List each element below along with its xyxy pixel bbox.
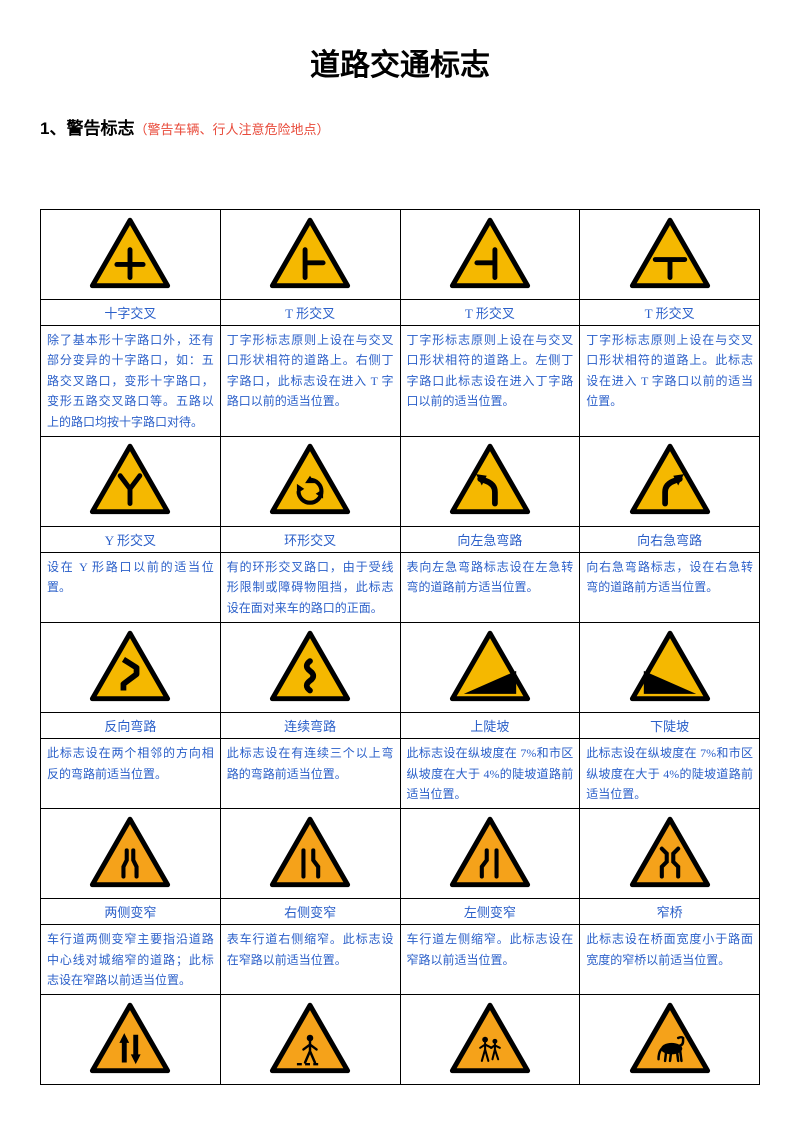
- sign-icon-curve-right: [580, 436, 760, 526]
- sign-icon-narrow-left: [400, 809, 580, 899]
- sign-icon-narrow-bridge: [580, 809, 760, 899]
- sign-icon-winding: [220, 623, 400, 713]
- sign-label: 向左急弯路: [400, 526, 580, 552]
- signs-table: 十字交叉T 形交叉T 形交叉T 形交叉除了基本形十字路口外，还有部分变异的十字路…: [40, 209, 760, 1085]
- sign-description: 表车行道右侧缩窄。此标志设在窄路以前适当位置。: [220, 925, 400, 995]
- sign-label: 下陡坡: [580, 713, 760, 739]
- sign-icon-narrow-right: [220, 809, 400, 899]
- sign-label: 窄桥: [580, 899, 760, 925]
- page-title: 道路交通标志: [40, 40, 760, 84]
- sign-description: 丁字形标志原则上设在与交叉口形状相符的道路上。此标志设在进入 T 字路口以前的适…: [580, 326, 760, 437]
- sign-icon-two-way: [41, 995, 221, 1085]
- sign-description: 除了基本形十字路口外，还有部分变异的十字路口，如：五路交叉路口，变形十字路口，变…: [41, 326, 221, 437]
- sign-label: 向右急弯路: [580, 526, 760, 552]
- sign-label: 上陡坡: [400, 713, 580, 739]
- sign-description: 向右急弯路标志，设在右急转弯的道路前方适当位置。: [580, 552, 760, 622]
- sign-icon-y-fork: [41, 436, 221, 526]
- sign-label: Y 形交叉: [41, 526, 221, 552]
- sign-icon-pedestrian: [220, 995, 400, 1085]
- sign-label: 环形交叉: [220, 526, 400, 552]
- sign-description: 丁字形标志原则上设在与交叉口形状相符的道路上。左侧丁字路口此标志设在进入丁字路口…: [400, 326, 580, 437]
- sign-icon-narrow-both: [41, 809, 221, 899]
- sign-icon-reverse-curve: [41, 623, 221, 713]
- sign-icon-curve-left: [400, 436, 580, 526]
- sign-description: 有的环形交叉路口，由于受线形限制或障碍物阻挡，此标志设在面对来车的路口的正面。: [220, 552, 400, 622]
- sign-icon-cross: [41, 210, 221, 300]
- sign-label: T 形交叉: [220, 300, 400, 326]
- sign-icon-slope-down: [580, 623, 760, 713]
- sign-label: T 形交叉: [580, 300, 760, 326]
- sign-description: 此标志设在纵坡度在 7%和市区纵坡度在大于 4%的陡坡道路前适当位置。: [400, 739, 580, 809]
- sign-label: 左侧变窄: [400, 899, 580, 925]
- sign-icon-t-right: [220, 210, 400, 300]
- sign-icon-cattle: [580, 995, 760, 1085]
- sign-description: 丁字形标志原则上设在与交叉口形状相符的道路上。右侧丁字路口，此标志设在进入 T …: [220, 326, 400, 437]
- sign-description: 车行道左侧缩窄。此标志设在窄路以前适当位置。: [400, 925, 580, 995]
- sign-icon-children: [400, 995, 580, 1085]
- sign-label: 两侧变窄: [41, 899, 221, 925]
- sign-label: 连续弯路: [220, 713, 400, 739]
- sign-description: 此标志设在桥面宽度小于路面宽度的窄桥以前适当位置。: [580, 925, 760, 995]
- sign-label: 反向弯路: [41, 713, 221, 739]
- sign-description: 此标志设在纵坡度在 7%和市区纵坡度在大于 4%的陡坡道路前适当位置。: [580, 739, 760, 809]
- sign-description: 此标志设在有连续三个以上弯路的弯路前适当位置。: [220, 739, 400, 809]
- sign-icon-t-left: [400, 210, 580, 300]
- sign-label: 十字交叉: [41, 300, 221, 326]
- sign-label: T 形交叉: [400, 300, 580, 326]
- sign-icon-roundabout: [220, 436, 400, 526]
- sign-description: 车行道两侧变窄主要指沿道路中心线对城缩窄的道路；此标志设在窄路以前适当位置。: [41, 925, 221, 995]
- sign-description: 表向左急弯路标志设在左急转弯的道路前方适当位置。: [400, 552, 580, 622]
- sign-icon-t-down: [580, 210, 760, 300]
- sign-label: 右侧变窄: [220, 899, 400, 925]
- sign-icon-slope-up: [400, 623, 580, 713]
- sign-description: 设在 Y 形路口以前的适当位置。: [41, 552, 221, 622]
- section-heading: 1、警告标志（警告车辆、行人注意危险地点）: [40, 114, 760, 139]
- sign-description: 此标志设在两个相邻的方向相反的弯路前适当位置。: [41, 739, 221, 809]
